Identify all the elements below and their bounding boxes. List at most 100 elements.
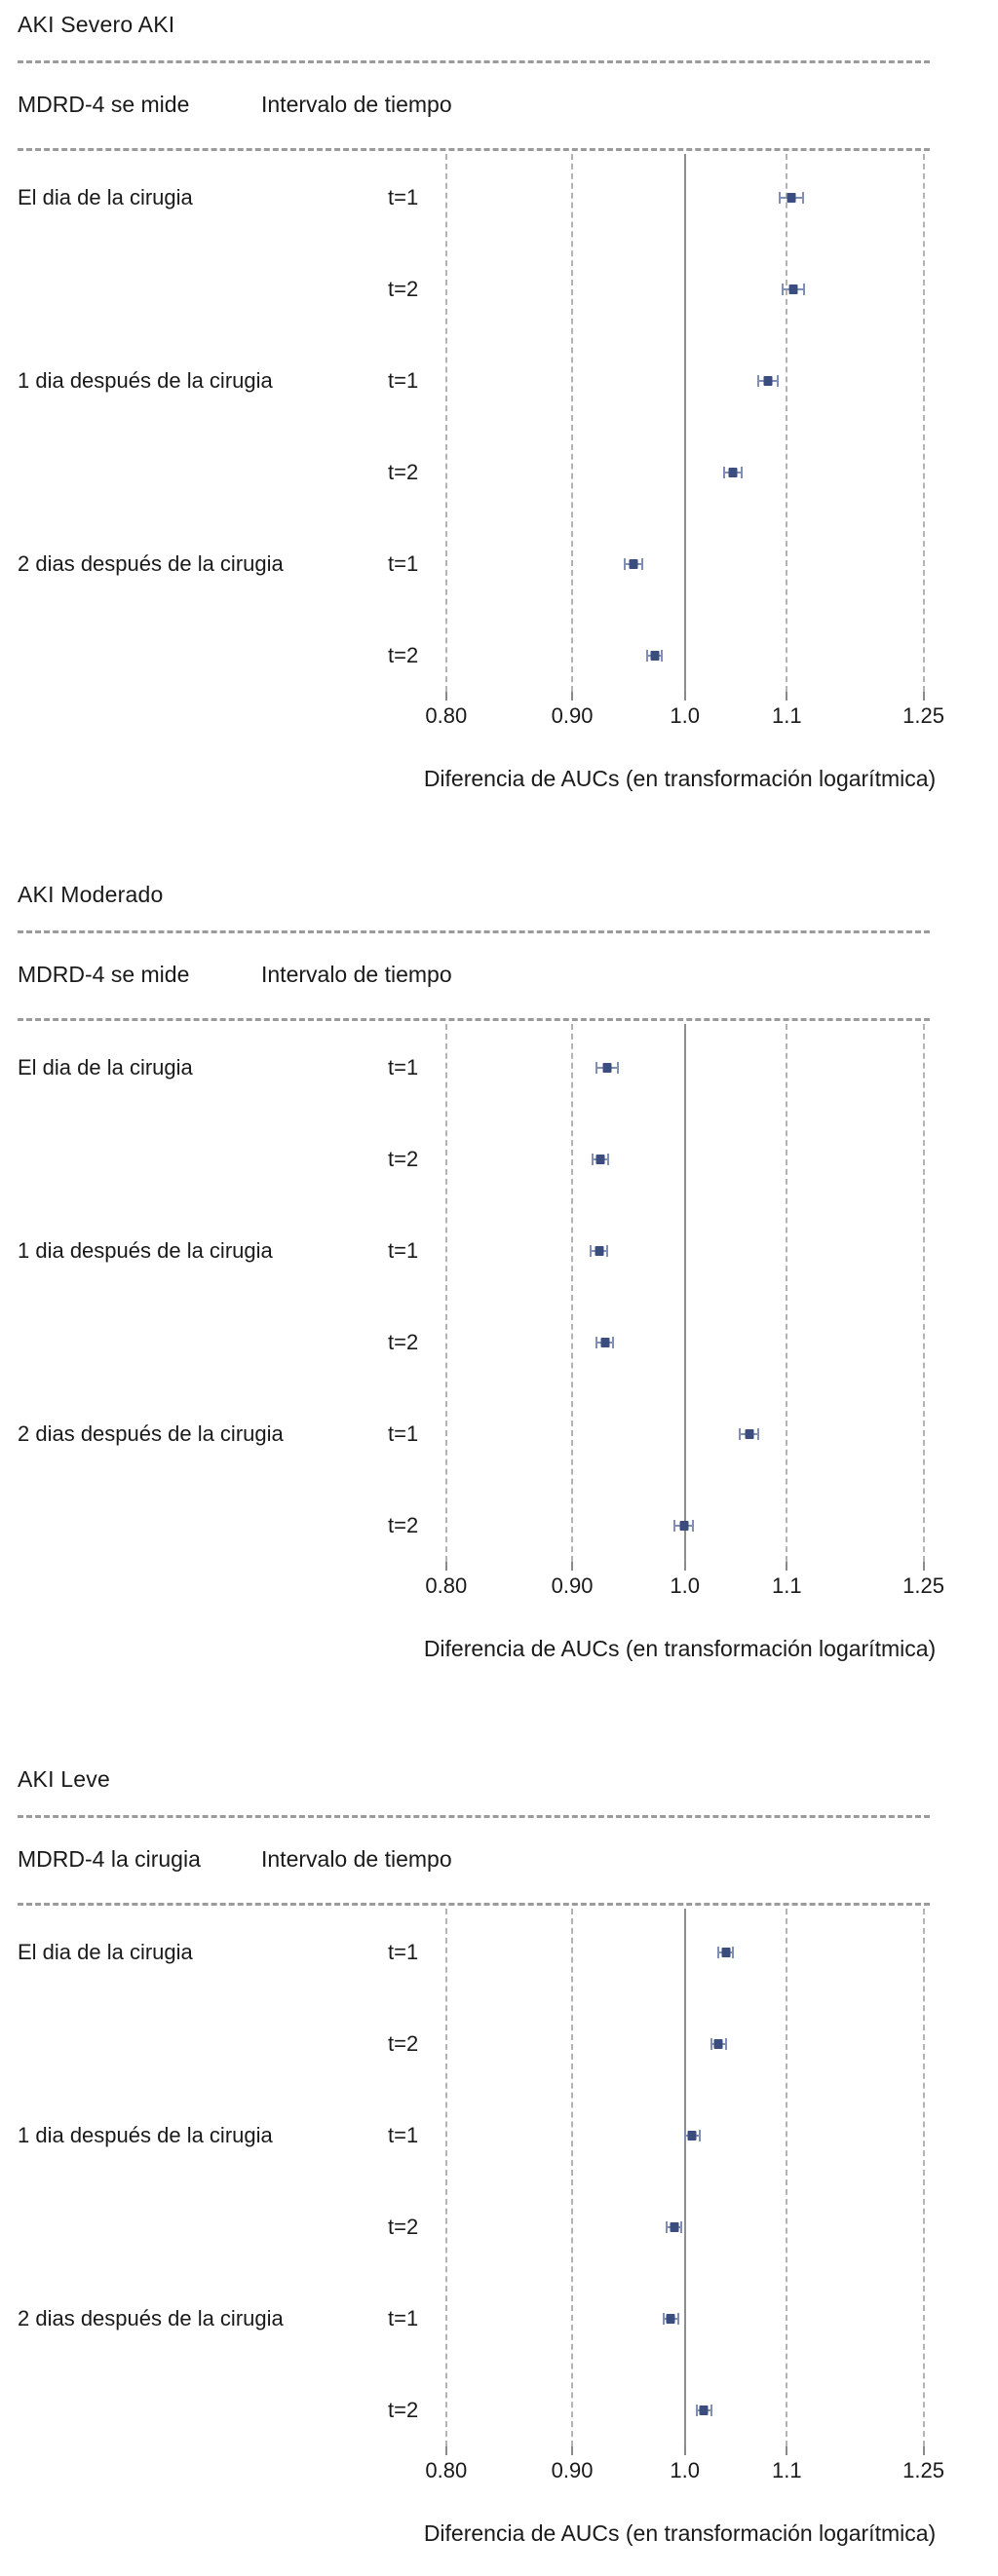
error-bar-cap <box>710 2038 712 2050</box>
row-interval-label: t=2 <box>388 2031 419 2056</box>
point-marker <box>687 2131 697 2140</box>
axis-tick <box>683 692 686 701</box>
row-interval-label: t=1 <box>388 2123 419 2147</box>
point-marker <box>763 376 773 386</box>
error-bar-cap <box>782 284 785 295</box>
plot-area <box>419 1909 940 2446</box>
row-group-label: El dia de la cirugia <box>18 1940 193 1964</box>
axis-tick <box>571 692 574 701</box>
axis-tick <box>786 1562 788 1571</box>
dashed-gridline <box>444 154 447 692</box>
row-interval-label: t=1 <box>388 2306 419 2330</box>
error-bar-cap <box>695 2405 698 2416</box>
row-interval-label: t=1 <box>388 368 419 393</box>
x-axis-label: Diferencia de AUCs (en transformación lo… <box>423 766 937 791</box>
row-interval-label: t=1 <box>388 551 419 576</box>
column-header-measure: MDRD-4 se mide <box>18 962 190 987</box>
axis-tick-label: 1.1 <box>771 1573 802 1598</box>
panel-title: AKI Moderado <box>18 882 164 907</box>
error-bar-cap <box>641 558 644 570</box>
column-header-interval: Intervalo de tiempo <box>261 962 452 987</box>
error-bar-cap <box>756 375 759 387</box>
reference-line <box>683 1909 686 2446</box>
panel-title: AKI Severo AKI <box>18 12 175 37</box>
x-axis-label: Diferencia de AUCs (en transformación lo… <box>423 2520 937 2546</box>
x-axis: 0.80 0.90 1.0 1.1 1.25 <box>419 692 944 739</box>
point-marker <box>745 1429 754 1439</box>
dashed-gridline <box>571 1909 574 2446</box>
axis-tick-label: 1.0 <box>670 1573 700 1598</box>
error-bar-cap <box>803 284 806 295</box>
row-labels: El dia de la cirugia t=1 t=2 1 dia después … <box>0 154 998 692</box>
row-interval-label: t=2 <box>388 643 419 667</box>
error-bar-cap <box>607 1154 610 1165</box>
axis-tick-label: 1.25 <box>902 2458 944 2482</box>
row-interval-label: t=1 <box>388 185 419 209</box>
row-group-label: 1 dia después de la cirugia <box>18 1238 273 1263</box>
point-marker <box>787 193 796 203</box>
row-group-label: El dia de la cirugia <box>18 1055 193 1080</box>
error-bar-cap <box>677 2313 680 2325</box>
x-axis: 0.80 0.90 1.0 1.1 1.25 <box>419 2446 944 2493</box>
reference-line <box>683 154 686 692</box>
dashed-gridline <box>444 1909 447 2446</box>
axis-tick <box>444 692 447 701</box>
error-bar-cap <box>595 1062 598 1074</box>
panel-title: AKI Leve <box>18 1766 110 1792</box>
axis-tick-label: 0.80 <box>425 2458 468 2482</box>
point-marker <box>595 1246 604 1256</box>
point-marker <box>728 468 738 477</box>
plot-body: El dia de la cirugia t=1 t=2 1 dia después … <box>0 154 998 692</box>
point-marker <box>721 1948 731 1957</box>
error-bar-cap <box>741 467 744 478</box>
axis-tick-label: 0.90 <box>551 703 594 728</box>
axis-tick <box>444 1562 447 1571</box>
row-interval-label: t=2 <box>388 460 419 484</box>
plot-body: El dia de la cirugia t=1 t=2 1 dia después … <box>0 1024 998 1562</box>
error-bar-cap <box>590 1245 593 1257</box>
column-header-measure: MDRD-4 la cirugia <box>18 1846 201 1872</box>
dashed-gridline <box>922 154 925 692</box>
dashed-gridline <box>922 1909 925 2446</box>
point-marker <box>699 2406 709 2415</box>
separator-line <box>18 1815 930 1818</box>
point-marker <box>788 284 798 294</box>
error-bar-cap <box>665 2221 668 2233</box>
error-bar-cap <box>680 2221 683 2233</box>
forest-panel-mild-aki: AKI Leve MDRD-4 la cirugia Intervalo de … <box>0 1755 998 2576</box>
separator-line <box>18 1018 930 1021</box>
axis-tick <box>683 1562 686 1571</box>
axis-tick-label: 0.90 <box>551 1573 594 1598</box>
row-group-label: El dia de la cirugia <box>18 185 193 209</box>
error-bar-cap <box>732 1947 735 1958</box>
error-bar-cap <box>661 650 664 662</box>
row-group-label: 2 dias después de la cirugia <box>18 2306 284 2330</box>
point-marker <box>670 2222 679 2232</box>
point-marker <box>713 2039 723 2049</box>
axis-tick <box>571 2446 574 2455</box>
column-header-interval: Intervalo de tiempo <box>261 1846 452 1872</box>
row-group-label: 1 dia después de la cirugia <box>18 368 273 393</box>
error-bar-cap <box>739 1428 742 1440</box>
axis-tick-label: 0.90 <box>551 2458 594 2482</box>
column-header-measure: MDRD-4 se mide <box>18 92 190 117</box>
forest-panel-moderate-aki: AKI Moderado MDRD-4 se mide Intervalo de… <box>0 870 998 1755</box>
separator-line <box>18 930 930 933</box>
x-axis: 0.80 0.90 1.0 1.1 1.25 <box>419 1562 944 1609</box>
error-bar-cap <box>672 1520 675 1532</box>
error-bar-cap <box>591 1154 594 1165</box>
error-bar-cap <box>724 2038 727 2050</box>
dashed-gridline <box>922 1024 925 1562</box>
plot-area <box>419 1024 940 1562</box>
error-bar-cap <box>722 467 725 478</box>
row-interval-label: t=1 <box>388 1421 419 1446</box>
error-bar-cap <box>611 1337 614 1348</box>
row-interval-label: t=2 <box>388 1513 419 1537</box>
error-bar-cap <box>683 2130 686 2141</box>
axis-tick <box>444 2446 447 2455</box>
axis-tick-label: 1.1 <box>771 2458 802 2482</box>
axis-tick-label: 1.1 <box>771 703 802 728</box>
point-marker <box>595 1155 605 1164</box>
error-bar-cap <box>717 1947 720 1958</box>
point-marker <box>602 1063 612 1073</box>
